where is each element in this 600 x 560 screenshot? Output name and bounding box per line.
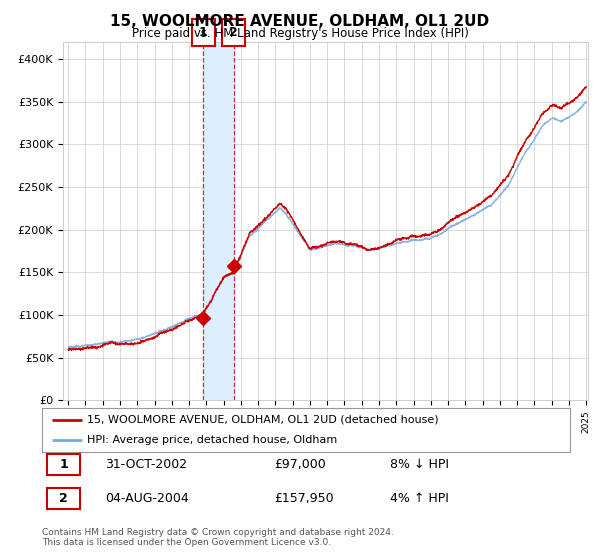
- FancyBboxPatch shape: [47, 454, 80, 474]
- Text: 4% ↑ HPI: 4% ↑ HPI: [391, 492, 449, 505]
- Text: £157,950: £157,950: [274, 492, 334, 505]
- Text: Price paid vs. HM Land Registry's House Price Index (HPI): Price paid vs. HM Land Registry's House …: [131, 27, 469, 40]
- Bar: [203, 42, 233, 400]
- Text: 8% ↓ HPI: 8% ↓ HPI: [391, 458, 449, 471]
- Text: 1: 1: [59, 458, 68, 471]
- FancyBboxPatch shape: [47, 488, 80, 508]
- Text: 2: 2: [59, 492, 68, 505]
- Text: £97,000: £97,000: [274, 458, 326, 471]
- Text: 2: 2: [229, 26, 238, 39]
- Text: Contains HM Land Registry data © Crown copyright and database right 2024.
This d: Contains HM Land Registry data © Crown c…: [42, 528, 394, 547]
- Text: HPI: Average price, detached house, Oldham: HPI: Average price, detached house, Oldh…: [87, 435, 337, 445]
- Text: 04-AUG-2004: 04-AUG-2004: [106, 492, 189, 505]
- Text: 15, WOOLMORE AVENUE, OLDHAM, OL1 2UD: 15, WOOLMORE AVENUE, OLDHAM, OL1 2UD: [110, 14, 490, 29]
- Text: 1: 1: [199, 26, 208, 39]
- Text: 15, WOOLMORE AVENUE, OLDHAM, OL1 2UD (detached house): 15, WOOLMORE AVENUE, OLDHAM, OL1 2UD (de…: [87, 415, 439, 425]
- Text: 31-OCT-2002: 31-OCT-2002: [106, 458, 187, 471]
